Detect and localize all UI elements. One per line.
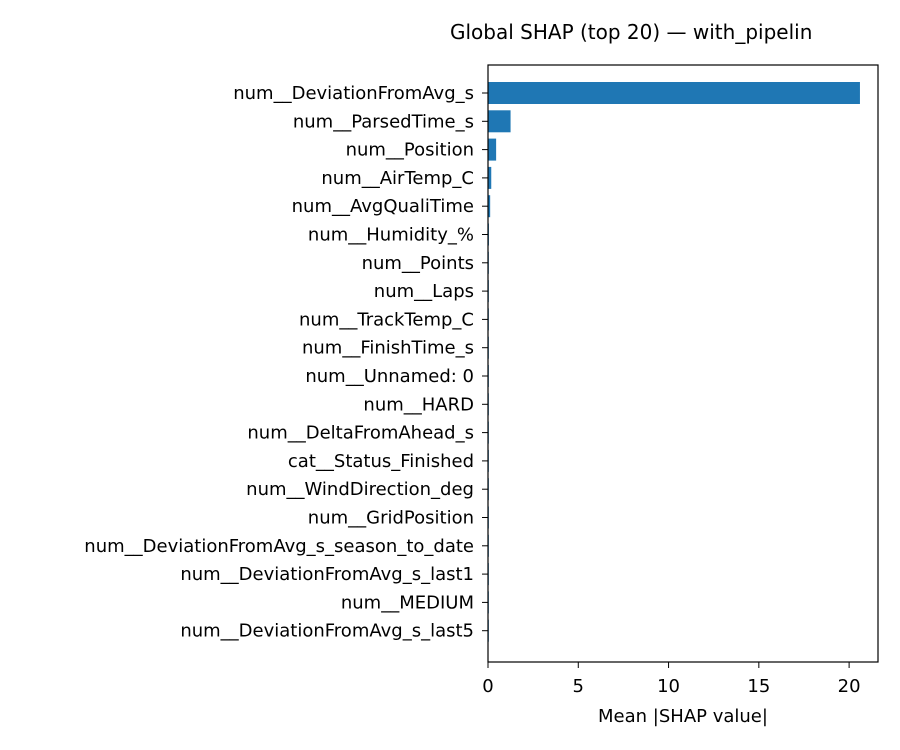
bar bbox=[488, 195, 491, 218]
y-tick-label: num__AvgQualiTime bbox=[292, 196, 474, 217]
x-tick-label: 5 bbox=[573, 676, 584, 697]
y-tick-label: num__DeviationFromAvg_s_season_to_date bbox=[84, 536, 474, 557]
y-tick-label: num__DeviationFromAvg_s_last1 bbox=[180, 564, 474, 585]
y-tick-label: num__HARD bbox=[363, 394, 474, 415]
category-labels: num__DeviationFromAvg_s num__ParsedTime_s… bbox=[84, 83, 488, 642]
y-tick-label: num__Points bbox=[362, 253, 474, 274]
bars-group bbox=[488, 82, 860, 642]
y-tick-label: num__AirTemp_C bbox=[321, 168, 474, 189]
y-tick-label: num__Unnamed: 0 bbox=[305, 366, 474, 387]
y-tick-label: num__Position bbox=[346, 140, 474, 161]
y-tick-label: num__Humidity_% bbox=[308, 225, 474, 246]
x-tick-label: 20 bbox=[838, 676, 861, 697]
y-tick-label: num__FinishTime_s bbox=[302, 338, 474, 359]
y-tick-label: cat__Status_Finished bbox=[288, 451, 474, 472]
bar bbox=[488, 138, 497, 161]
x-tick-label: 0 bbox=[482, 676, 493, 697]
plot-frame bbox=[487, 64, 879, 663]
x-axis-label: Mean |SHAP value| bbox=[598, 706, 768, 727]
y-tick-label: num__MEDIUM bbox=[341, 592, 474, 613]
bar bbox=[488, 166, 492, 189]
x-tick-label: 10 bbox=[657, 676, 680, 697]
y-tick-label: num__Laps bbox=[374, 281, 474, 302]
bar bbox=[488, 82, 860, 104]
bar bbox=[488, 110, 511, 133]
chart-title: Global SHAP (top 20) — with_pipelin bbox=[450, 20, 812, 44]
y-tick-label: num__WindDirection_deg bbox=[246, 479, 474, 500]
x-tick-label: 15 bbox=[747, 676, 770, 697]
x-axis-ticks: 0 5 10 15 20 bbox=[482, 662, 861, 697]
y-tick-label: num__DeltaFromAhead_s bbox=[247, 423, 474, 444]
y-tick-label: num__DeviationFromAvg_s bbox=[233, 83, 474, 104]
y-tick-label: num__GridPosition bbox=[308, 508, 474, 529]
y-tick-label: num__TrackTemp_C bbox=[299, 309, 474, 330]
y-tick-label: num__ParsedTime_s bbox=[293, 111, 474, 132]
y-tick-label: num__DeviationFromAvg_s_last5 bbox=[180, 621, 474, 642]
